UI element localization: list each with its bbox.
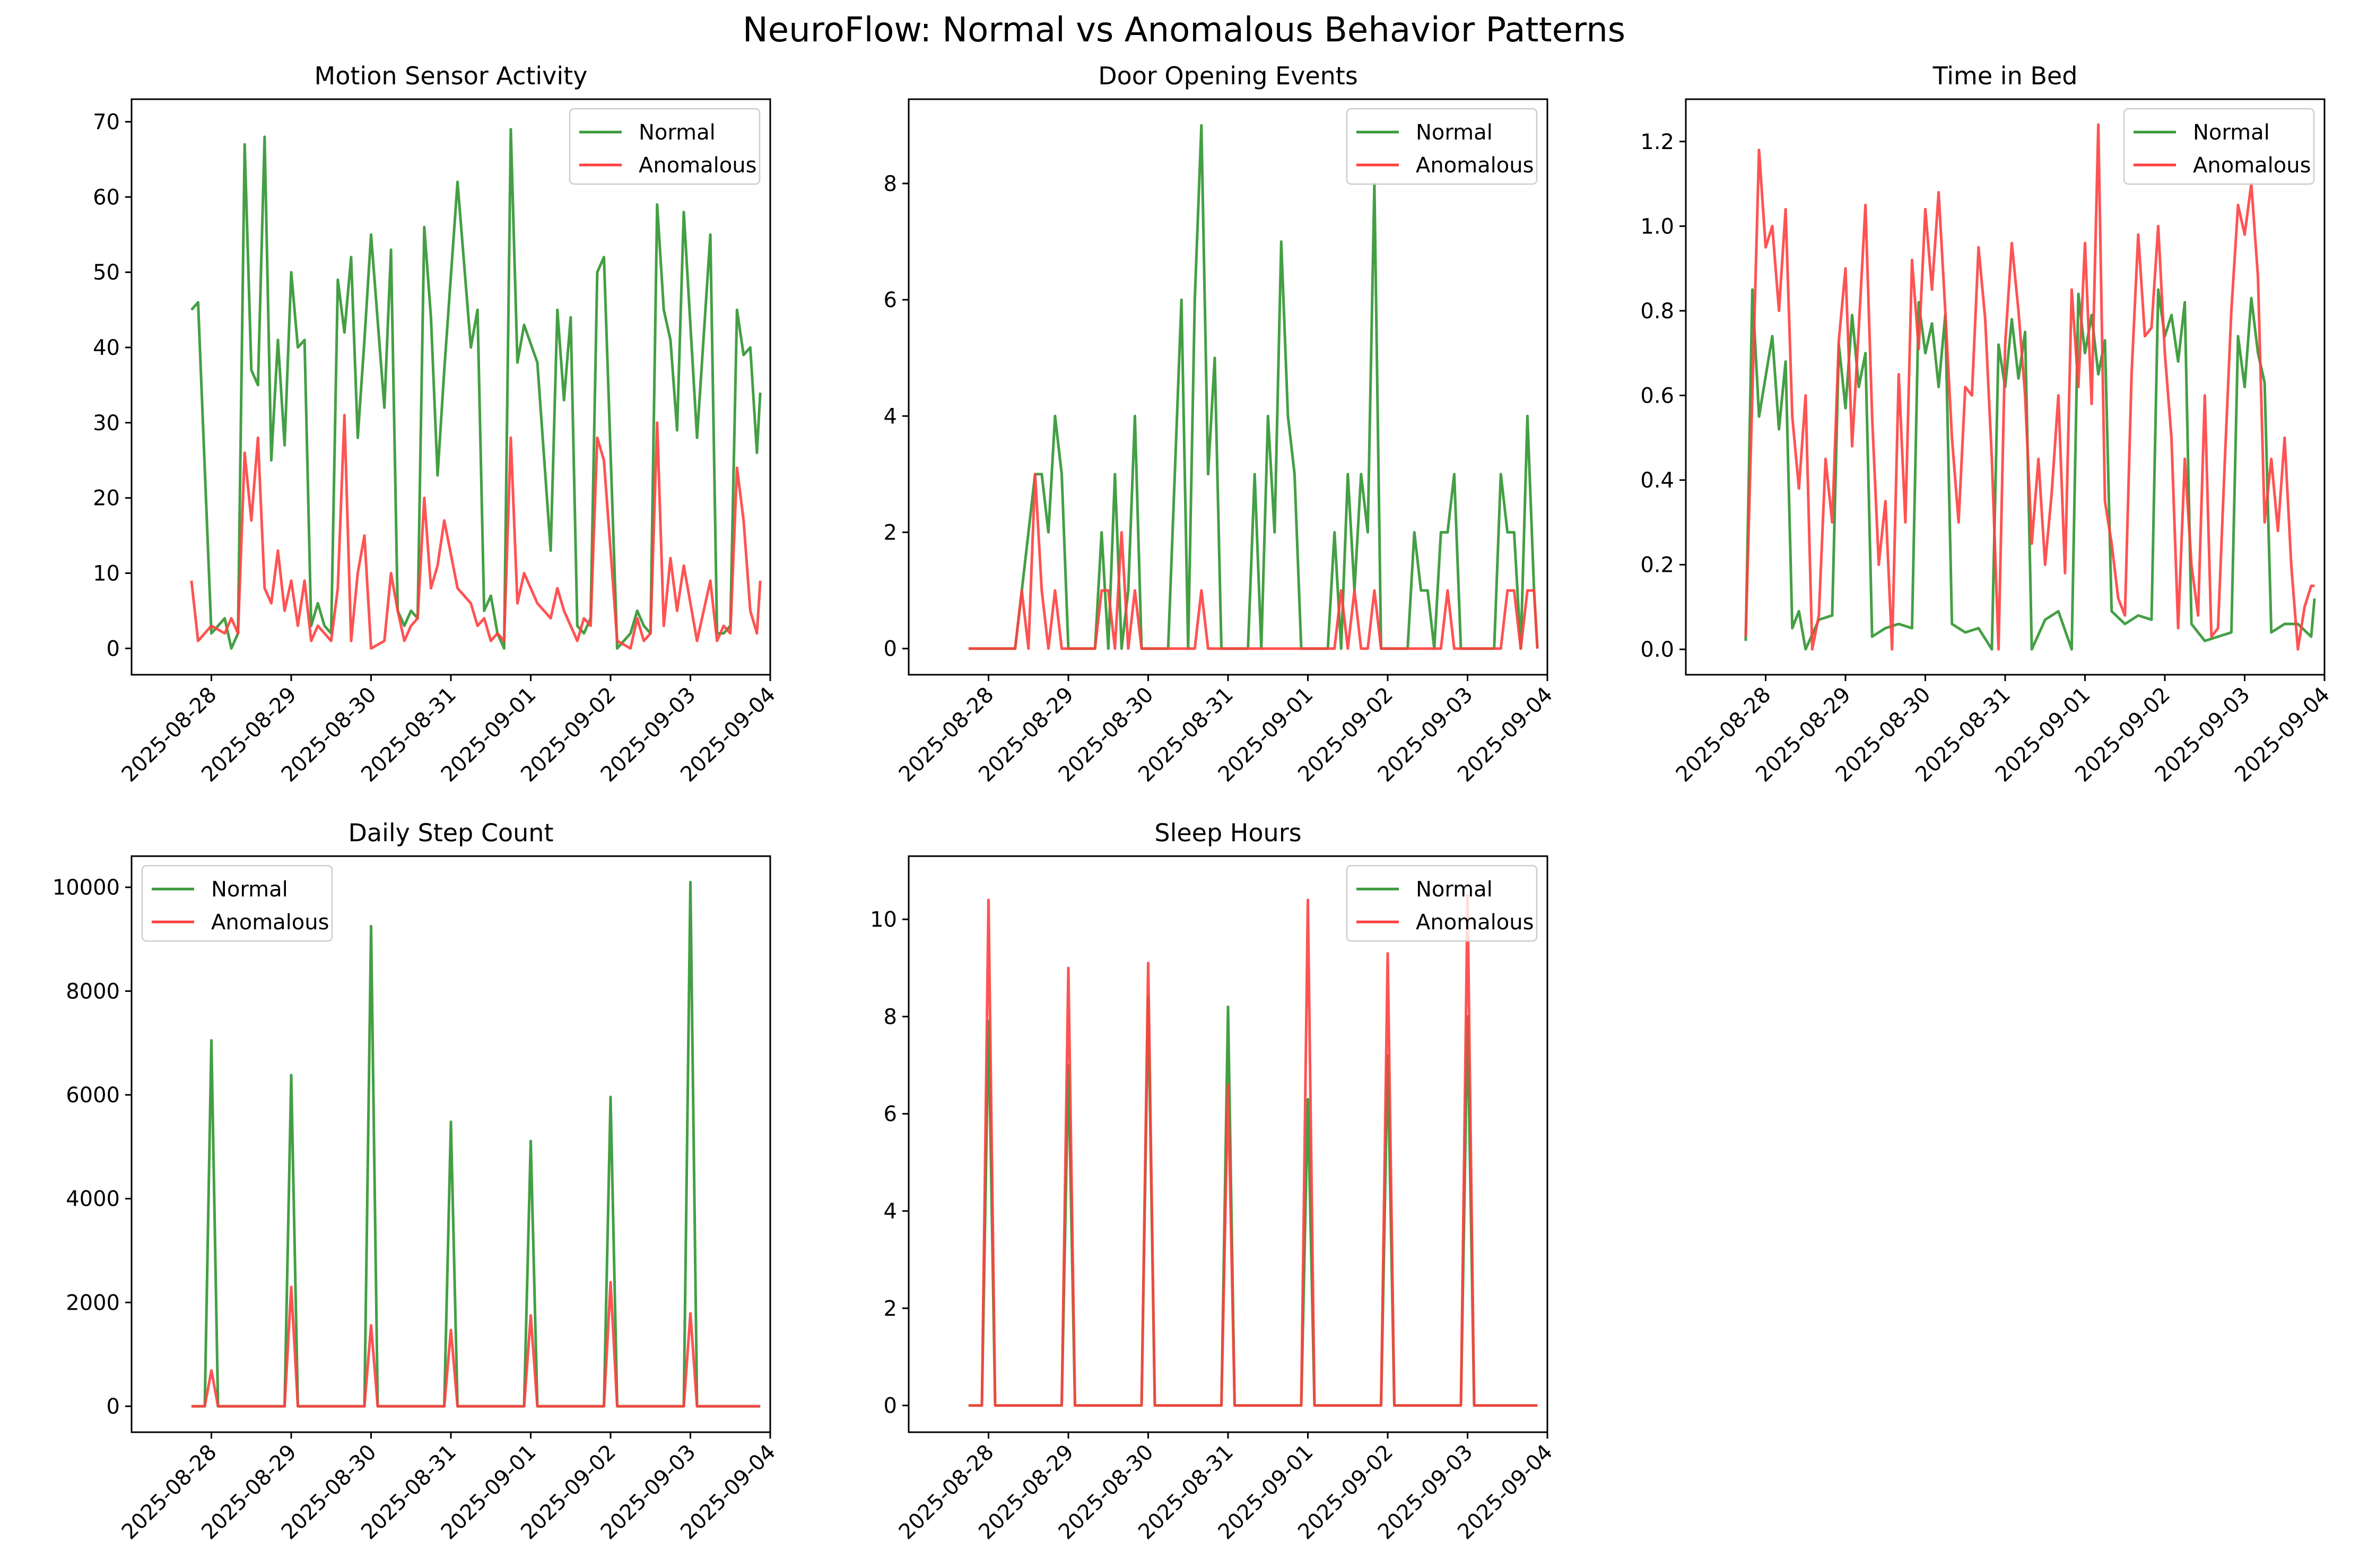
y-tick-label: 6000 xyxy=(66,1083,120,1108)
legend: Normal Anomalous xyxy=(1346,865,1538,942)
legend-label: Normal xyxy=(1416,877,1493,902)
y-tick-label: 10 xyxy=(93,562,120,586)
y-tick-label: 10000 xyxy=(53,876,120,900)
legend: Normal Anomalous xyxy=(1346,108,1538,185)
y-tick-label: 2 xyxy=(884,520,897,545)
y-tick-label: 30 xyxy=(93,411,120,435)
y-tick-label: 0 xyxy=(884,1394,897,1418)
y-tick-label: 1.0 xyxy=(1640,214,1674,239)
series-group xyxy=(190,128,762,650)
subplot-title: Sleep Hours xyxy=(1154,818,1301,847)
y-tick-label: 50 xyxy=(93,260,120,285)
y-tick-label: 0.4 xyxy=(1640,468,1674,493)
series-line-normal xyxy=(190,128,762,650)
y-tick-label: 0.2 xyxy=(1640,553,1674,578)
series-group xyxy=(191,881,761,1408)
y-tick-label: 0.8 xyxy=(1640,299,1674,324)
legend-label: Anomalous xyxy=(1416,910,1534,935)
series-line-normal xyxy=(968,124,1539,650)
legend: Normal Anomalous xyxy=(2123,108,2315,185)
legend-label: Anomalous xyxy=(211,910,329,935)
legend-label: Anomalous xyxy=(2193,153,2311,178)
series-line-anomalous xyxy=(190,414,762,650)
subplot-title: Door Opening Events xyxy=(1098,62,1358,90)
subplot-title: Motion Sensor Activity xyxy=(315,62,588,90)
series-line-anomalous xyxy=(968,473,1539,650)
legend: Normal Anomalous xyxy=(569,108,761,185)
y-tick-label: 0.6 xyxy=(1640,384,1674,408)
series-line-anomalous xyxy=(968,893,1538,1407)
y-tick-label: 20 xyxy=(93,486,120,511)
series-group xyxy=(968,124,1539,650)
y-tick-label: 40 xyxy=(93,336,120,360)
y-tick-label: 0 xyxy=(107,637,120,661)
subplot-title: Daily Step Count xyxy=(349,818,554,847)
series-line-anomalous xyxy=(1744,123,2315,651)
y-tick-label: 4000 xyxy=(66,1187,120,1212)
legend-label: Normal xyxy=(211,877,288,902)
legend-label: Normal xyxy=(639,120,716,145)
legend-label: Normal xyxy=(1416,120,1493,145)
legend: Normal Anomalous xyxy=(141,865,333,942)
y-tick-label: 1.2 xyxy=(1640,130,1674,154)
legend-label: Anomalous xyxy=(639,153,756,178)
y-tick-label: 10 xyxy=(870,908,897,932)
y-tick-label: 8000 xyxy=(66,979,120,1004)
legend-label: Normal xyxy=(2193,120,2270,145)
series-line-anomalous xyxy=(191,1280,761,1408)
y-tick-label: 0 xyxy=(884,637,897,661)
series-group xyxy=(1744,123,2316,651)
y-tick-label: 2 xyxy=(884,1296,897,1321)
y-tick-label: 2000 xyxy=(66,1291,120,1315)
y-tick-label: 0.0 xyxy=(1640,638,1674,662)
series-group xyxy=(968,893,1538,1407)
y-tick-label: 0 xyxy=(107,1395,120,1419)
y-tick-label: 60 xyxy=(93,185,120,210)
figure-title: NeuroFlow: Normal vs Anomalous Behavior … xyxy=(743,11,1625,50)
subplot-title: Time in Bed xyxy=(1932,62,2078,90)
y-tick-label: 4 xyxy=(884,404,897,429)
y-tick-label: 4 xyxy=(884,1199,897,1224)
y-tick-label: 6 xyxy=(884,288,897,312)
y-tick-label: 70 xyxy=(93,110,120,135)
legend-label: Anomalous xyxy=(1416,153,1534,178)
y-tick-label: 6 xyxy=(884,1102,897,1127)
y-tick-label: 8 xyxy=(884,172,897,196)
y-tick-label: 8 xyxy=(884,1005,897,1029)
